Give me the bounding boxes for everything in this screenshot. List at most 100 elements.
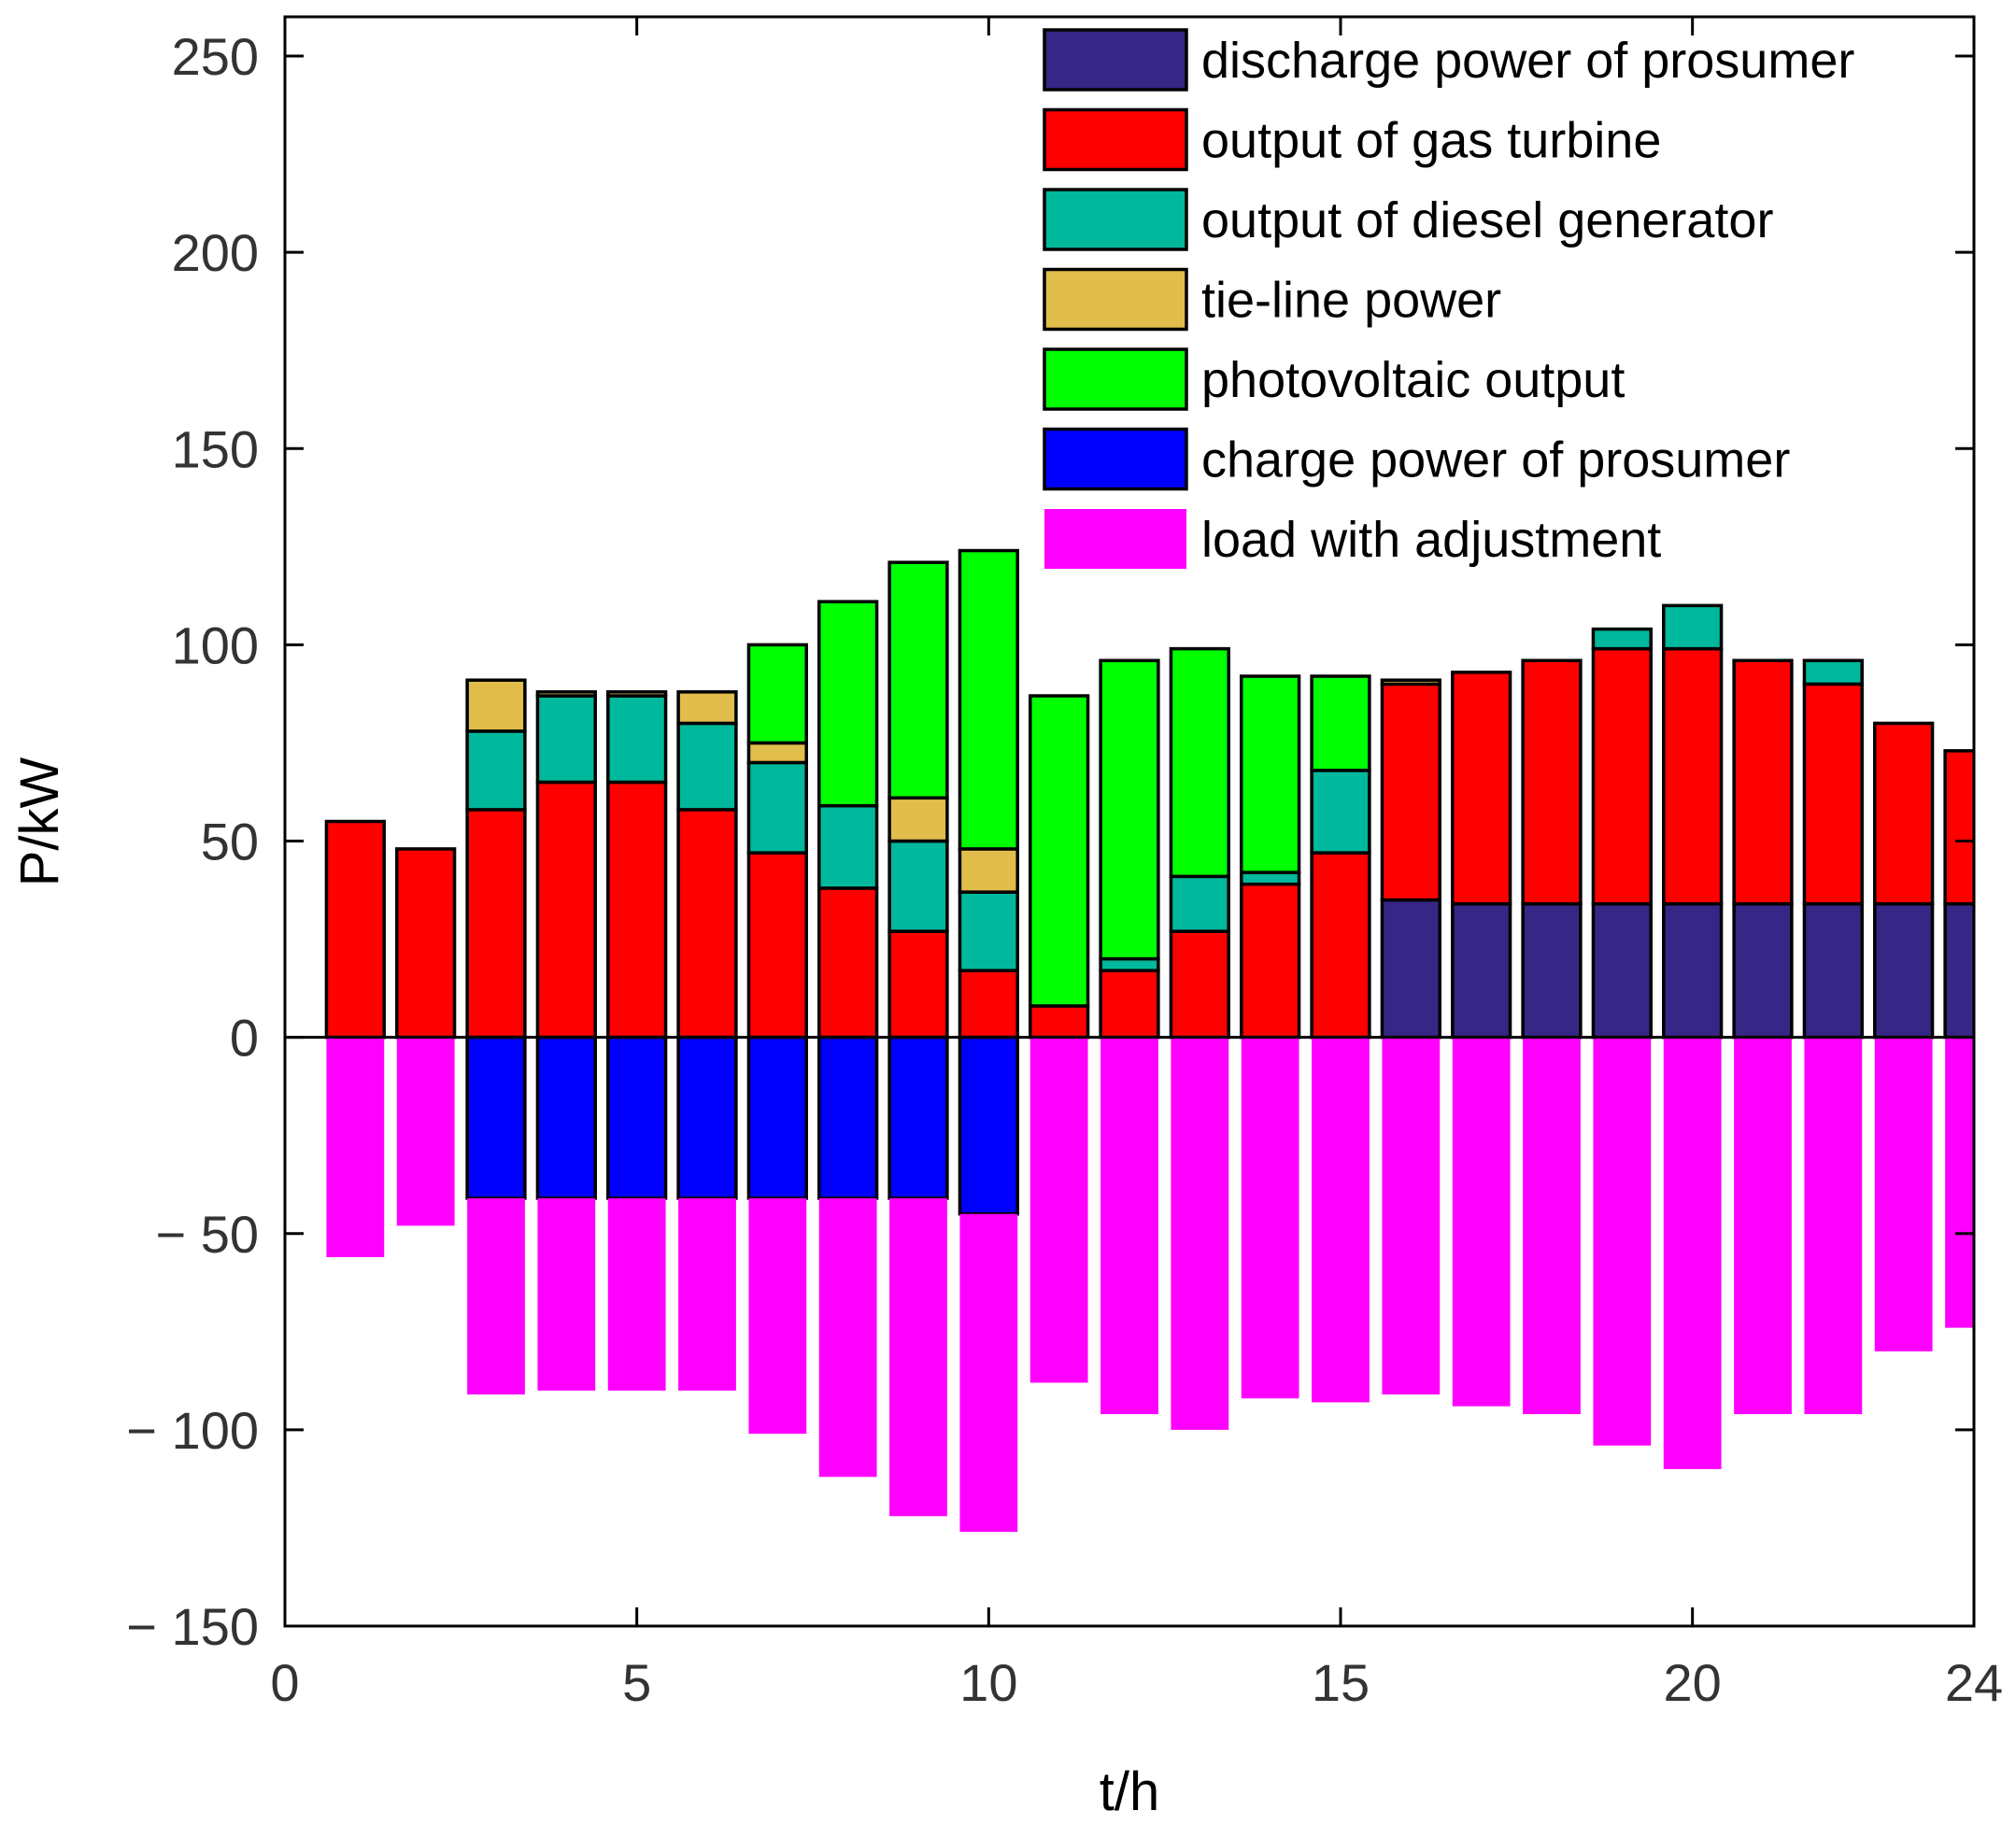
bar-output-of-diesel-generator-t22 — [1802, 658, 1864, 686]
bar-photovoltaic-output-t13 — [1169, 646, 1230, 879]
bar-output-of-gas-turbine-t19 — [1591, 646, 1653, 906]
bar-output-of-diesel-generator-t5 — [606, 694, 668, 785]
bar-output-of-gas-turbine-t22 — [1802, 682, 1864, 906]
bar-load-with-adjustment-t10 — [959, 1213, 1018, 1533]
bar-load-with-adjustment-t23 — [1874, 1037, 1933, 1351]
x-tick-label: 5 — [622, 1653, 651, 1712]
bar-charge-power-of-prosumer-t4 — [535, 1035, 597, 1200]
bar-output-of-diesel-generator-t3 — [465, 729, 527, 812]
bar-output-of-gas-turbine-t16 — [1380, 682, 1441, 902]
bar-output-of-gas-turbine-t20 — [1662, 646, 1724, 906]
bar-output-of-diesel-generator-t9 — [887, 839, 949, 933]
bar-tie-line-power-t10 — [958, 847, 1019, 894]
bar-charge-power-of-prosumer-t6 — [676, 1035, 738, 1200]
bar-output-of-diesel-generator-t12 — [1099, 956, 1160, 972]
bar-photovoltaic-output-t10 — [958, 548, 1019, 851]
bar-load-with-adjustment-t2 — [396, 1037, 455, 1226]
legend-swatch-load-with-adjustment — [1044, 509, 1186, 569]
bar-discharge-power-of-prosumer-t19 — [1591, 902, 1653, 1040]
bar-discharge-power-of-prosumer-t22 — [1802, 902, 1864, 1040]
bar-photovoltaic-output-t8 — [817, 600, 879, 808]
bar-load-with-adjustment-t4 — [537, 1197, 596, 1391]
bar-output-of-gas-turbine-t12 — [1099, 969, 1160, 1040]
bar-output-of-gas-turbine-t13 — [1169, 929, 1230, 1040]
y-tick-label: − 50 — [155, 1205, 259, 1264]
bar-load-with-adjustment-t11 — [1029, 1037, 1088, 1383]
bar-photovoltaic-output-t7 — [746, 643, 808, 745]
y-tick-label: 100 — [172, 615, 259, 674]
x-tick-label: 20 — [1664, 1653, 1722, 1712]
y-tick-label: 0 — [230, 1009, 259, 1068]
bar-tie-line-power-t4 — [535, 690, 597, 698]
bar-output-of-gas-turbine-t8 — [817, 886, 879, 1040]
bar-tie-line-power-t3 — [465, 678, 527, 733]
bar-output-of-gas-turbine-t4 — [535, 780, 597, 1040]
bar-load-with-adjustment-t8 — [818, 1197, 877, 1478]
bar-load-with-adjustment-t19 — [1593, 1037, 1652, 1446]
bar-output-of-gas-turbine-t18 — [1521, 658, 1583, 906]
bar-photovoltaic-output-t11 — [1029, 694, 1090, 1008]
bar-photovoltaic-output-t12 — [1099, 658, 1160, 961]
y-tick-label: 200 — [172, 223, 259, 282]
bar-output-of-gas-turbine-t23 — [1873, 721, 1935, 906]
bar-load-with-adjustment-t18 — [1523, 1037, 1581, 1415]
bar-discharge-power-of-prosumer-t20 — [1662, 902, 1724, 1040]
legend-label-load-with-adjustment: load with adjustment — [1201, 512, 1661, 568]
bar-load-with-adjustment-t13 — [1171, 1037, 1229, 1430]
legend-swatch-charge-power-of-prosumer — [1043, 427, 1188, 491]
bar-load-with-adjustment-t14 — [1241, 1037, 1299, 1399]
bar-load-with-adjustment-t1 — [326, 1037, 385, 1257]
x-tick-label: 24 — [1945, 1653, 2003, 1712]
bar-output-of-diesel-generator-t13 — [1169, 874, 1230, 933]
bar-load-with-adjustment-t22 — [1804, 1037, 1863, 1415]
legend-label-output-of-gas-turbine: output of gas turbine — [1201, 113, 1661, 169]
axes-group: − 150 − 100 − 50 0 50 100 150 200 250 0 5 10 15 20 24 — [126, 15, 2003, 1712]
x-tick-label: 10 — [959, 1653, 1017, 1712]
bar-output-of-diesel-generator-t7 — [746, 760, 808, 855]
bar-charge-power-of-prosumer-t8 — [817, 1035, 879, 1200]
bar-output-of-diesel-generator-t19 — [1591, 627, 1653, 651]
bar-discharge-power-of-prosumer-t18 — [1521, 902, 1583, 1040]
bar-output-of-diesel-generator-t6 — [676, 721, 738, 812]
bar-output-of-gas-turbine-t21 — [1732, 658, 1794, 906]
bar-load-with-adjustment-t20 — [1663, 1037, 1722, 1469]
x-axis-label: t/h — [1100, 1761, 1160, 1822]
bar-output-of-gas-turbine-t9 — [887, 929, 949, 1040]
bar-load-with-adjustment-t24 — [1945, 1037, 1974, 1328]
bar-load-with-adjustment-t6 — [678, 1197, 736, 1391]
y-axis-label: P/kW — [9, 757, 70, 886]
bar-output-of-gas-turbine-t2 — [395, 847, 457, 1040]
bar-output-of-diesel-generator-t14 — [1240, 870, 1301, 886]
legend-swatch-output-of-diesel-generator — [1043, 188, 1188, 251]
legend-swatch-discharge-power-of-prosumer — [1043, 28, 1188, 92]
bar-photovoltaic-output-t15 — [1310, 674, 1371, 772]
bar-output-of-gas-turbine-t24 — [1943, 749, 1974, 906]
bar-output-of-gas-turbine-t6 — [676, 808, 738, 1040]
bar-load-with-adjustment-t7 — [748, 1197, 807, 1435]
bar-charge-power-of-prosumer-t3 — [465, 1035, 527, 1200]
legend-label-photovoltaic-output: photovoltaic output — [1201, 352, 1625, 408]
bar-photovoltaic-output-t9 — [887, 560, 949, 800]
bar-load-with-adjustment-t3 — [467, 1197, 525, 1395]
bar-output-of-gas-turbine-t11 — [1029, 1004, 1090, 1040]
bar-output-of-diesel-generator-t15 — [1310, 769, 1371, 855]
bar-load-with-adjustment-t21 — [1734, 1037, 1792, 1415]
bar-output-of-diesel-generator-t8 — [817, 803, 879, 890]
bar-output-of-gas-turbine-t3 — [465, 808, 527, 1040]
bar-tie-line-power-t7 — [746, 741, 808, 765]
legend-label-discharge-power-of-prosumer: discharge power of prosumer — [1201, 33, 1854, 89]
bar-output-of-gas-turbine-t7 — [746, 851, 808, 1040]
y-tick-label: − 150 — [126, 1597, 259, 1656]
bar-load-with-adjustment-t16 — [1382, 1037, 1441, 1395]
bar-tie-line-power-t5 — [606, 690, 668, 698]
bar-load-with-adjustment-t5 — [607, 1197, 666, 1391]
y-tick-label: 250 — [172, 27, 259, 86]
bar-load-with-adjustment-t15 — [1312, 1037, 1370, 1403]
bar-output-of-gas-turbine-t5 — [606, 780, 668, 1040]
bar-output-of-diesel-generator-t10 — [958, 890, 1019, 972]
y-tick-label: 50 — [201, 813, 259, 871]
legend-swatch-output-of-gas-turbine — [1043, 107, 1188, 172]
bar-discharge-power-of-prosumer-t23 — [1873, 902, 1935, 1040]
bar-discharge-power-of-prosumer-t17 — [1451, 902, 1512, 1040]
legend-swatch-photovoltaic-output — [1043, 347, 1188, 411]
